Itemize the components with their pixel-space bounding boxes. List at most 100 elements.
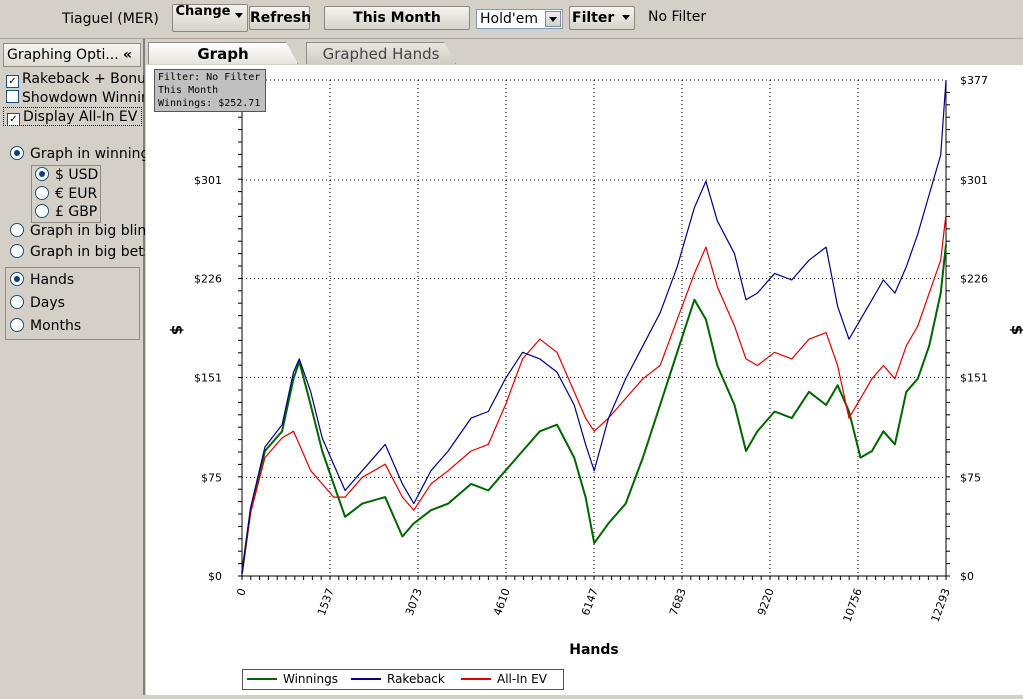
y-tick-label-right: $0: [960, 570, 974, 583]
radio-months[interactable]: Months: [10, 317, 138, 336]
game-type-select[interactable]: Hold'em: [476, 9, 563, 29]
radio-unselected-icon[interactable]: [35, 204, 49, 218]
x-tick-label: 0: [234, 587, 249, 598]
checkbox-label: Rakeback + Bonus: [22, 71, 144, 87]
refresh-button[interactable]: Refresh: [249, 6, 311, 30]
legend-label: Winnings: [283, 672, 338, 686]
radio-unselected-icon[interactable]: [35, 186, 49, 200]
filter-status: No Filter: [648, 9, 707, 25]
checkbox-allin-ev[interactable]: ✓ Display All-In EV: [3, 107, 142, 126]
radio-label: Graph in winnings: [30, 146, 145, 162]
y-tick-label: $75: [201, 471, 222, 484]
x-tick-label: 1537: [315, 587, 337, 618]
y-tick-label: $0: [208, 570, 222, 583]
series-line-rakeback: [241, 79, 947, 574]
checkbox-label: Display All-In EV: [23, 109, 138, 125]
legend-swatch: [247, 678, 277, 680]
filter-button[interactable]: Filter: [569, 6, 635, 30]
legend-item-allin-ev: All-In EV: [461, 672, 547, 686]
y-axis-title: $: [168, 325, 186, 335]
checkbox-checked-icon[interactable]: ✓: [6, 75, 19, 88]
filter-button-label: Filter: [572, 10, 615, 26]
x-tick-label: 4610: [491, 587, 513, 618]
y-tick-label-right: $301: [960, 174, 988, 187]
radio-label: € EUR: [55, 186, 98, 202]
change-button-label: Change: [175, 4, 231, 19]
y-tick-label: $226: [194, 273, 222, 286]
legend-label: All-In EV: [497, 672, 547, 686]
chart-area: $0 $0 $75 $75 $151 $151 $226 $226 $301 $301 $377 $3…: [146, 65, 1023, 695]
chevron-down-icon: [622, 15, 630, 20]
x-axis-mode-group: [5, 267, 140, 340]
checkbox-rakeback[interactable]: ✓ Rakeback + Bonus: [6, 70, 144, 89]
x-tick-label: 6147: [579, 587, 601, 618]
radio-days[interactable]: Days: [10, 294, 138, 313]
info-period: This Month: [158, 85, 219, 96]
radio-unselected-icon[interactable]: [10, 223, 24, 237]
radio-selected-icon[interactable]: [10, 146, 24, 160]
radio-selected-icon[interactable]: [10, 272, 24, 286]
y-tick-label-right: $151: [960, 371, 988, 384]
legend-item-rakeback: Rakeback: [351, 672, 445, 686]
view-tabs: Graph Graphed Hands: [146, 39, 1023, 65]
top-toolbar: Tiaguel (MER) Change Refresh This Month …: [0, 0, 1023, 39]
checkbox-unchecked-icon[interactable]: [6, 90, 19, 103]
dropdown-arrow-icon[interactable]: [545, 11, 561, 27]
currency-group: [31, 165, 101, 223]
checkbox-label: Showdown Winnings: [22, 90, 144, 106]
radio-label: Months: [30, 318, 82, 334]
radio-label: Graph in big bets: [30, 244, 145, 260]
winnings-chart: $0 $0 $75 $75 $151 $151 $226 $226 $301 $301 $377 $3…: [168, 74, 1023, 658]
x-tick-label: 10756: [841, 587, 865, 624]
radio-gbp[interactable]: £ GBP: [35, 203, 101, 222]
legend-label: Rakeback: [387, 672, 445, 686]
radio-unselected-icon[interactable]: [10, 295, 24, 309]
radio-label: £ GBP: [55, 204, 98, 220]
y-tick-label: $151: [194, 371, 222, 384]
x-axis-title: Hands: [569, 642, 619, 658]
tab-graph[interactable]: Graph: [148, 42, 298, 64]
panel-title: Graphing Opti...: [7, 47, 119, 63]
graphing-options-panel: Graphing Opti... « ✓ Rakeback + Bonus Sho…: [0, 39, 145, 695]
checkbox-showdown[interactable]: Showdown Winnings: [6, 89, 144, 108]
radio-hands[interactable]: Hands: [10, 271, 138, 290]
legend-item-winnings: Winnings: [247, 672, 338, 686]
radio-label: Days: [30, 295, 65, 311]
x-tick-label: 3073: [403, 587, 425, 618]
y-tick-label: $301: [194, 174, 222, 187]
radio-graph-big-blinds[interactable]: Graph in big blinds: [10, 222, 145, 241]
legend-swatch: [351, 678, 381, 680]
game-type-value: Hold'em: [480, 11, 538, 27]
info-box: Filter: No Filter This Month Winnings: $…: [154, 69, 266, 112]
radio-label: Hands: [30, 272, 75, 288]
radio-label: $ USD: [55, 167, 99, 183]
y-tick-label-right: $75: [960, 471, 981, 484]
radio-usd[interactable]: $ USD: [35, 166, 101, 185]
y-tick-label-right: $377: [960, 74, 988, 87]
radio-eur[interactable]: € EUR: [35, 185, 101, 204]
checkbox-checked-icon[interactable]: ✓: [7, 113, 20, 125]
radio-graph-big-bets[interactable]: Graph in big bets: [10, 243, 145, 262]
y-tick-label-right: $226: [960, 273, 988, 286]
panel-header: Graphing Opti... «: [3, 43, 141, 67]
tab-graphed-hands[interactable]: Graphed Hands: [306, 42, 456, 64]
y-axis-title-right: $: [1008, 325, 1023, 335]
radio-label: Graph in big blinds: [30, 223, 145, 239]
chevron-down-icon: [235, 13, 243, 18]
series-line-winnings: [241, 244, 947, 574]
player-name: Tiaguel (MER): [62, 11, 159, 27]
collapse-icon[interactable]: «: [122, 47, 132, 63]
x-tick-label: 9220: [755, 587, 777, 618]
radio-graph-winnings[interactable]: Graph in winnings: [10, 145, 145, 164]
x-tick-label: 12293: [929, 587, 953, 624]
change-button[interactable]: Change: [172, 4, 248, 32]
x-tick-label: 7683: [667, 587, 689, 618]
radio-selected-icon[interactable]: [35, 167, 49, 181]
radio-unselected-icon[interactable]: [10, 318, 24, 332]
chart-legend: Winnings Rakeback All-In EV: [242, 669, 564, 690]
info-filter: Filter: No Filter: [158, 72, 261, 83]
legend-swatch: [461, 678, 491, 680]
info-winnings: Winnings: $252.71: [158, 98, 261, 109]
radio-unselected-icon[interactable]: [10, 244, 24, 258]
period-button[interactable]: This Month: [324, 6, 470, 30]
